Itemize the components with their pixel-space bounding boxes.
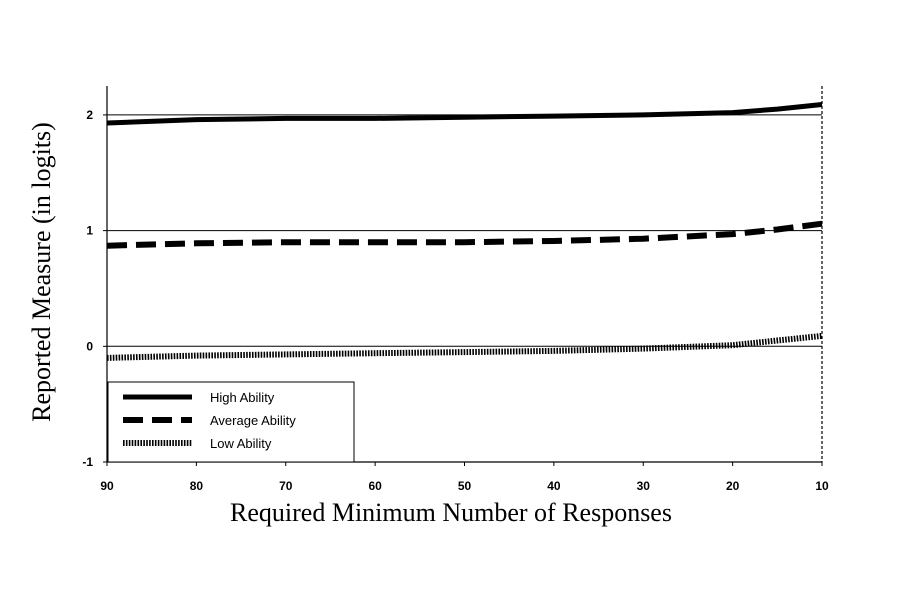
series-line-2 bbox=[106, 332, 823, 361]
legend-label: High Ability bbox=[210, 390, 275, 405]
reference-lines bbox=[107, 114, 822, 347]
series-line-1 bbox=[106, 220, 823, 249]
x-tick-label: 50 bbox=[458, 479, 472, 493]
y-tick-label: -1 bbox=[82, 455, 93, 469]
x-tick-label: 70 bbox=[279, 479, 293, 493]
series-lines bbox=[106, 102, 823, 361]
x-tick-label: 90 bbox=[100, 479, 114, 493]
y-axis-title: Reported Measure (in logits) bbox=[27, 122, 56, 422]
legend-label: Low Ability bbox=[210, 436, 272, 451]
legend-label: Average Ability bbox=[210, 413, 296, 428]
legend: High Ability Average Ability Low Ability bbox=[107, 381, 355, 463]
x-tick-label: 60 bbox=[368, 479, 382, 493]
y-tick-label: 1 bbox=[86, 224, 93, 238]
x-tick-label: 30 bbox=[637, 479, 651, 493]
x-tick-label: 80 bbox=[190, 479, 204, 493]
x-axis-title: Required Minimum Number of Responses bbox=[230, 498, 672, 527]
ticks: 90 80 70 60 50 40 30 20 10 -1 0 1 2 bbox=[82, 108, 829, 493]
y-tick-label: 0 bbox=[86, 339, 93, 353]
x-tick-label: 40 bbox=[547, 479, 561, 493]
x-tick-label: 10 bbox=[815, 479, 829, 493]
legend-box bbox=[107, 381, 355, 463]
x-tick-label: 20 bbox=[726, 479, 740, 493]
series-line-0 bbox=[106, 102, 823, 126]
y-tick-label: 2 bbox=[86, 108, 93, 122]
